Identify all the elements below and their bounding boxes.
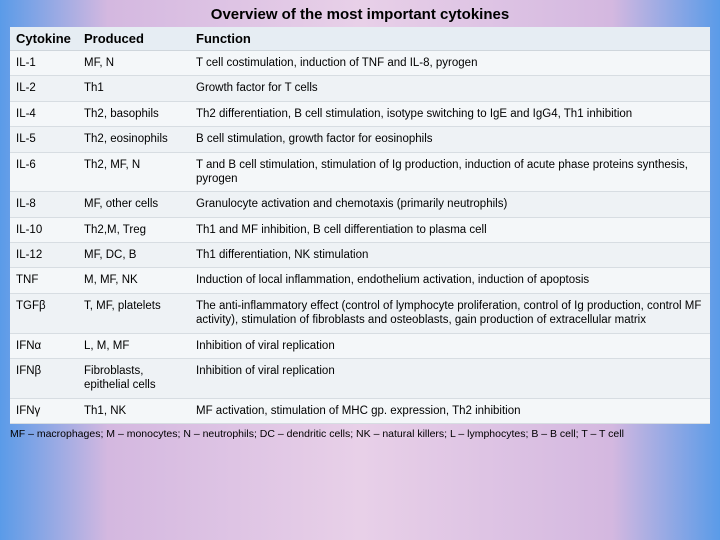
cell-cytokine: IL-10 <box>10 217 78 242</box>
table-row: IFNγTh1, NKMF activation, stimulation of… <box>10 398 710 423</box>
table-row: IL-12MF, DC, BTh1 differentiation, NK st… <box>10 243 710 268</box>
cell-function: MF activation, stimulation of MHC gp. ex… <box>190 398 710 423</box>
cell-produced: Fibroblasts, epithelial cells <box>78 358 190 398</box>
table-row: TGFβT, MF, plateletsThe anti-inflammator… <box>10 293 710 333</box>
cell-function: Th1 differentiation, NK stimulation <box>190 243 710 268</box>
cell-function: Th1 and MF inhibition, B cell differenti… <box>190 217 710 242</box>
cell-produced: Th2, basophils <box>78 101 190 126</box>
table-row: IL-4Th2, basophilsTh2 differentiation, B… <box>10 101 710 126</box>
table-row: IL-1MF, NT cell costimulation, induction… <box>10 51 710 76</box>
col-header-cytokine: Cytokine <box>10 27 78 51</box>
cell-function: Inhibition of viral replication <box>190 333 710 358</box>
cell-cytokine: IL-1 <box>10 51 78 76</box>
cell-function: T cell costimulation, induction of TNF a… <box>190 51 710 76</box>
cell-produced: Th1 <box>78 76 190 101</box>
page-title: Overview of the most important cytokines <box>10 4 710 27</box>
cell-function: Induction of local inflammation, endothe… <box>190 268 710 293</box>
cell-produced: MF, N <box>78 51 190 76</box>
col-header-produced: Produced <box>78 27 190 51</box>
cell-cytokine: IFNα <box>10 333 78 358</box>
cell-produced: T, MF, platelets <box>78 293 190 333</box>
cell-function: Granulocyte activation and chemotaxis (p… <box>190 192 710 217</box>
cell-produced: L, M, MF <box>78 333 190 358</box>
cell-produced: M, MF, NK <box>78 268 190 293</box>
table-row: IL-10Th2,M, TregTh1 and MF inhibition, B… <box>10 217 710 242</box>
cytokine-table: Cytokine Produced Function IL-1MF, NT ce… <box>10 27 710 424</box>
cell-cytokine: IFNγ <box>10 398 78 423</box>
table-row: IL-2Th1Growth factor for T cells <box>10 76 710 101</box>
cell-function: B cell stimulation, growth factor for eo… <box>190 127 710 152</box>
cell-cytokine: IL-4 <box>10 101 78 126</box>
cell-cytokine: TNF <box>10 268 78 293</box>
footnote-text: MF – macrophages; M – monocytes; N – neu… <box>10 424 710 440</box>
cell-produced: MF, other cells <box>78 192 190 217</box>
cell-cytokine: IL-5 <box>10 127 78 152</box>
slide-container: Overview of the most important cytokines… <box>0 0 720 540</box>
table-row: TNFM, MF, NKInduction of local inflammat… <box>10 268 710 293</box>
cell-produced: Th2, MF, N <box>78 152 190 192</box>
cell-function: Growth factor for T cells <box>190 76 710 101</box>
cell-cytokine: IL-2 <box>10 76 78 101</box>
cell-cytokine: IFNβ <box>10 358 78 398</box>
cell-produced: Th2,M, Treg <box>78 217 190 242</box>
table-row: IL-5Th2, eosinophilsB cell stimulation, … <box>10 127 710 152</box>
cell-cytokine: IL-8 <box>10 192 78 217</box>
cell-produced: Th2, eosinophils <box>78 127 190 152</box>
table-header-row: Cytokine Produced Function <box>10 27 710 51</box>
cell-cytokine: TGFβ <box>10 293 78 333</box>
cell-function: The anti-inflammatory effect (control of… <box>190 293 710 333</box>
table-row: IFNβFibroblasts, epithelial cellsInhibit… <box>10 358 710 398</box>
cell-cytokine: IL-12 <box>10 243 78 268</box>
cell-produced: Th1, NK <box>78 398 190 423</box>
table-row: IFNαL, M, MFInhibition of viral replicat… <box>10 333 710 358</box>
cell-produced: MF, DC, B <box>78 243 190 268</box>
col-header-function: Function <box>190 27 710 51</box>
cell-cytokine: IL-6 <box>10 152 78 192</box>
cell-function: Th2 differentiation, B cell stimulation,… <box>190 101 710 126</box>
table-row: IL-6Th2, MF, NT and B cell stimulation, … <box>10 152 710 192</box>
cell-function: Inhibition of viral replication <box>190 358 710 398</box>
cell-function: T and B cell stimulation, stimulation of… <box>190 152 710 192</box>
table-row: IL-8MF, other cellsGranulocyte activatio… <box>10 192 710 217</box>
